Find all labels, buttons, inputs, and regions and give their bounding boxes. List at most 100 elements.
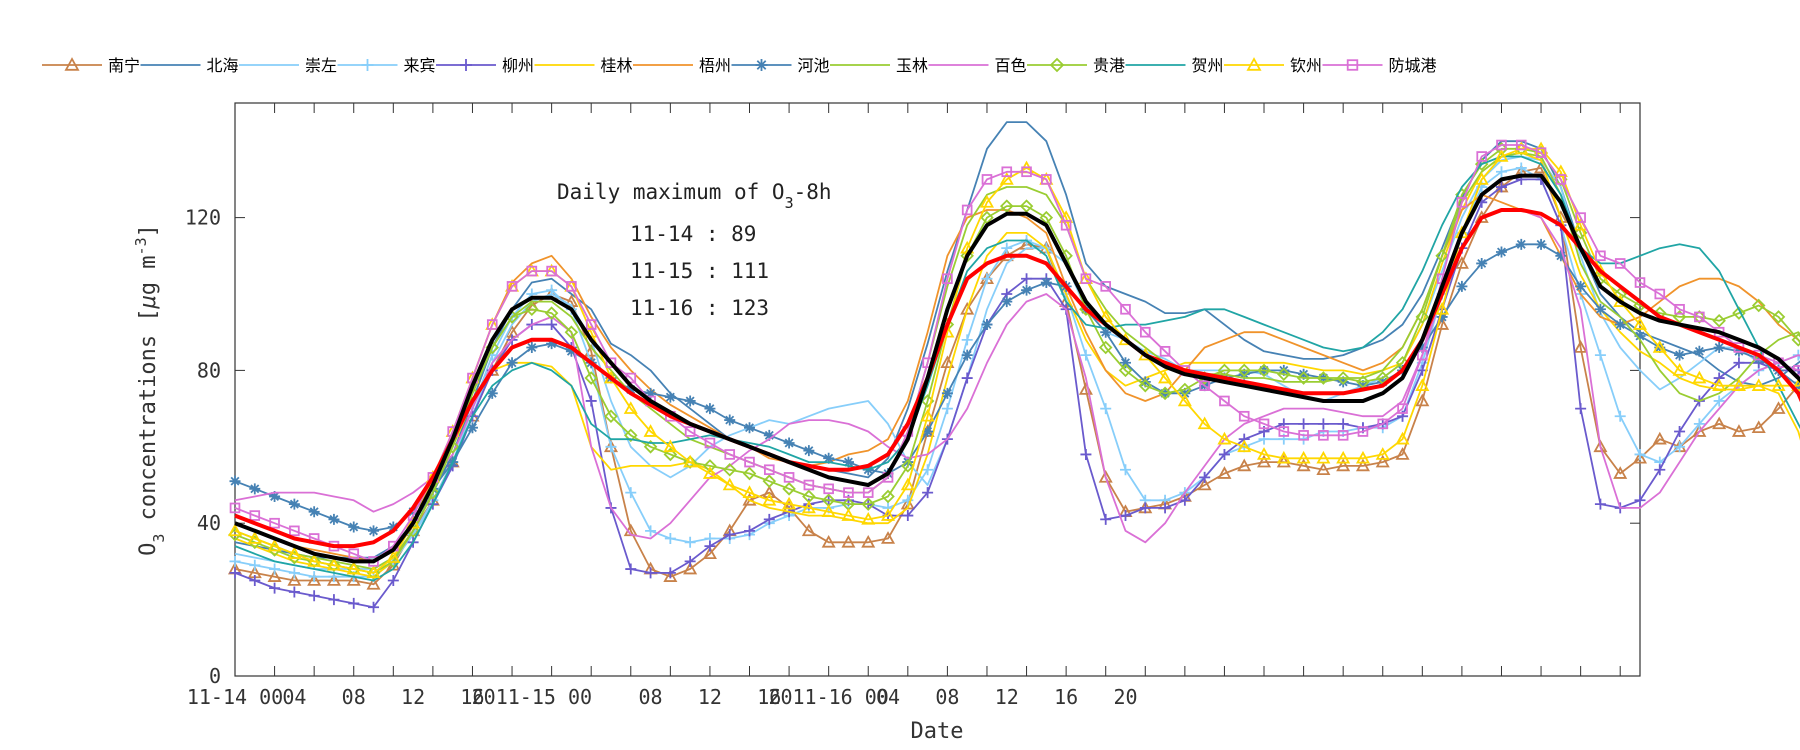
data-point (327, 558, 341, 572)
data-point (842, 456, 854, 468)
data-point (1217, 363, 1232, 378)
series-group (227, 121, 1800, 613)
legend-label: 贺州 (1192, 56, 1224, 75)
annotation-line: 11-15 : 111 (630, 259, 769, 283)
series-河池 (229, 238, 1800, 537)
data-point (841, 534, 856, 548)
data-point (584, 371, 598, 385)
data-point (1040, 277, 1052, 289)
data-point (999, 172, 1014, 185)
data-point (1177, 393, 1192, 407)
data-point (525, 302, 539, 317)
data-point (1575, 212, 1586, 223)
data-point (664, 532, 676, 544)
data-point (546, 319, 558, 331)
data-point (742, 466, 757, 481)
data-point (920, 408, 935, 422)
data-point (1397, 403, 1408, 414)
data-point (1693, 418, 1705, 430)
data-point (1456, 280, 1468, 292)
data-point (366, 576, 381, 590)
data-point (269, 490, 281, 502)
legend-item: 贵港 (1027, 56, 1125, 75)
legend-item: 来宾 (337, 56, 436, 75)
data-point (1495, 246, 1507, 258)
plot-frame (234, 102, 1641, 677)
data-point (801, 500, 816, 514)
data-point (368, 601, 380, 613)
data-point (249, 559, 261, 571)
data-point (288, 567, 300, 579)
data-point (623, 401, 638, 414)
data-point (544, 306, 559, 320)
data-point (387, 575, 399, 586)
data-point (346, 573, 361, 586)
data-point (288, 498, 300, 510)
data-point (1021, 166, 1032, 178)
data-point (566, 281, 577, 292)
data-point (1713, 395, 1725, 407)
data-point (565, 345, 577, 357)
data-point (1436, 311, 1448, 323)
data-point (1118, 363, 1133, 378)
annotation: Daily maximum of O3-8h 11-14 : 89 11-15 : … (557, 180, 832, 320)
legend-label: 钦州 (1290, 56, 1322, 75)
data-point (1634, 330, 1646, 342)
legend-item: 梧州 (633, 56, 731, 75)
data-point (1276, 450, 1291, 464)
series-line (234, 167, 1800, 578)
data-point (1355, 458, 1370, 472)
data-point (1019, 199, 1034, 213)
legend-label: 河池 (798, 56, 830, 75)
legend-item: 防城港 (1322, 56, 1437, 75)
y-tick-label: 0 (209, 664, 221, 688)
data-point (625, 384, 637, 395)
data-point (1555, 250, 1567, 262)
data-point (1139, 502, 1151, 514)
legend: 南宁 北海 崇左 来宾 柳州 桂林 梧州 河池 玉林 百色 贵港 贺州 钦州 防城港 (42, 56, 1437, 75)
data-point (922, 464, 934, 476)
data-point (1080, 273, 1092, 285)
data-point (1217, 431, 1232, 445)
data-point (227, 523, 243, 537)
data-point (1258, 418, 1270, 430)
data-point (1435, 249, 1449, 263)
data-point (564, 325, 579, 339)
data-point (346, 561, 361, 575)
x-tick-label: 16 (757, 685, 781, 709)
data-point (1496, 139, 1507, 151)
data-point (1356, 375, 1370, 389)
data-point (1694, 311, 1705, 323)
data-point (782, 496, 797, 510)
data-point (881, 489, 895, 504)
data-point (861, 512, 876, 525)
data-point (902, 456, 914, 468)
annotation-line: 11-16 : 123 (630, 296, 769, 320)
y-tick-label: 40 (197, 511, 221, 535)
data-point (1337, 418, 1349, 430)
data-point (1674, 349, 1686, 361)
data-point (703, 459, 717, 473)
data-point (1751, 420, 1766, 434)
data-point (486, 319, 498, 330)
data-point (1238, 410, 1250, 422)
data-point (961, 372, 973, 384)
data-point (823, 483, 834, 495)
data-point (922, 487, 934, 499)
data-point (1197, 416, 1212, 430)
data-point (979, 194, 995, 208)
data-point (1674, 441, 1686, 453)
data-point (328, 594, 340, 606)
legend-label: 崇左 (305, 56, 337, 75)
data-point (1337, 376, 1349, 388)
data-point (663, 439, 678, 453)
series-百色 (234, 209, 1800, 544)
data-point (1476, 151, 1487, 162)
data-point (823, 452, 835, 464)
data-point (704, 437, 716, 449)
legend-item: 南宁 (42, 56, 140, 75)
data-point (1674, 303, 1685, 315)
x-tick-label: 2011-15 00 (472, 685, 592, 709)
data-point (625, 487, 637, 499)
legend-item: 贺州 (1125, 56, 1224, 75)
